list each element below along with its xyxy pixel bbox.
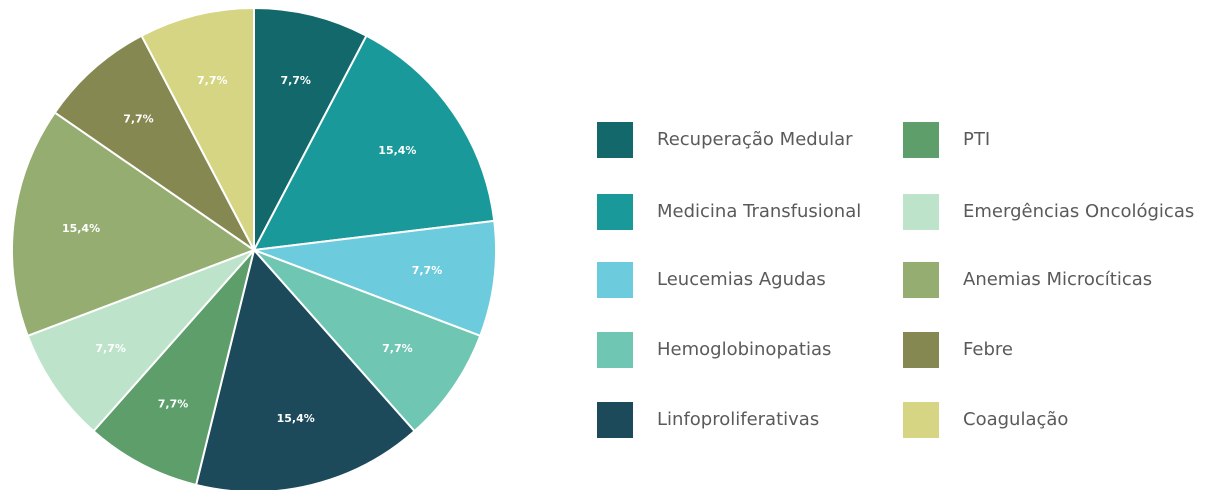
pie-slice (252, 34, 496, 252)
legend-swatch (597, 194, 633, 230)
legend-label: Anemias Microcíticas (963, 269, 1152, 290)
legend-swatch (903, 122, 939, 158)
legend-label: Hemoglobinopatias (657, 339, 831, 360)
pie-slice (194, 247, 416, 490)
data-label: 7,7% (158, 397, 189, 410)
pie-slice (253, 219, 497, 338)
pie-slice (26, 249, 255, 433)
data-label: 7,7% (123, 113, 154, 126)
legend-swatch (903, 262, 939, 298)
legend-swatch (597, 122, 633, 158)
legend-swatch (597, 262, 633, 298)
data-label: 7,7% (197, 74, 228, 87)
data-label: 15,4% (62, 222, 100, 235)
legend-label: Emergências Oncológicas (963, 201, 1194, 222)
data-label: 7,7% (382, 342, 413, 355)
legend-label: Febre (963, 339, 1013, 360)
pie-slice (11, 111, 257, 338)
pie-slice (253, 6, 368, 251)
pie-slice (92, 249, 255, 487)
legend-label: Recuperação Medular (657, 129, 853, 150)
legend-swatch (597, 402, 633, 438)
data-label: 7,7% (280, 74, 311, 87)
pie-slice (140, 6, 255, 251)
data-label: 15,4% (378, 144, 416, 157)
legend-swatch (903, 194, 939, 230)
legend-swatch (597, 332, 633, 368)
pie-slice (53, 34, 255, 251)
legend-label: Medicina Transfusional (657, 201, 861, 222)
legend-swatch (903, 332, 939, 368)
legend-label: Linfoproliferativas (657, 409, 819, 430)
pie-slice (253, 249, 482, 433)
legend-label: Leucemias Agudas (657, 269, 826, 290)
data-label: 7,7% (412, 264, 443, 277)
data-label: 7,7% (95, 342, 126, 355)
legend-label: Coagulação (963, 409, 1068, 430)
legend-label: PTI (963, 129, 990, 150)
legend-swatch (903, 402, 939, 438)
data-label: 15,4% (277, 412, 315, 425)
